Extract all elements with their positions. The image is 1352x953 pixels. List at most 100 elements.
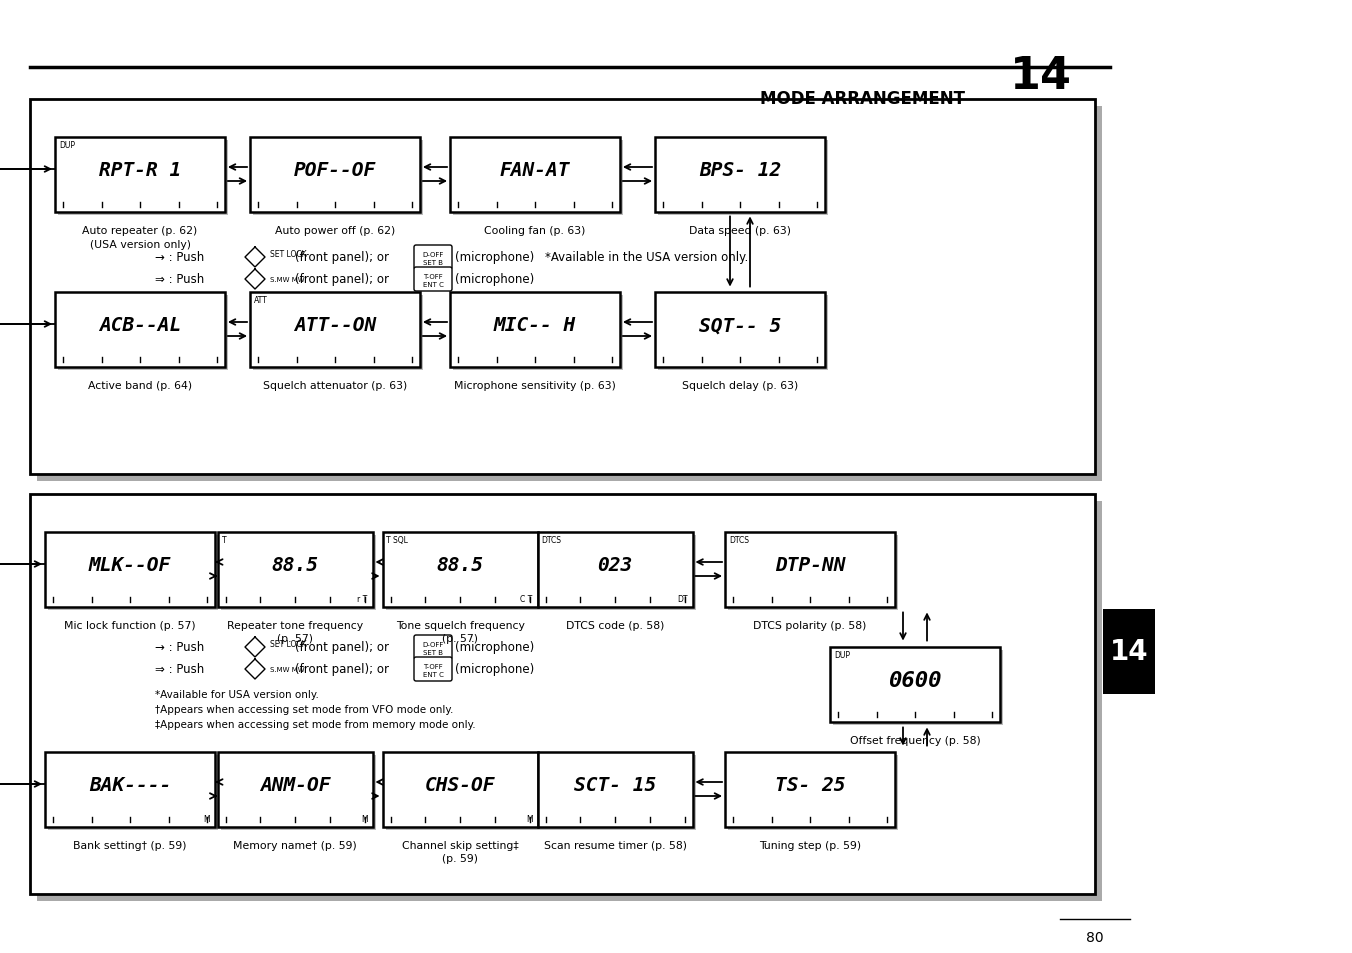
FancyBboxPatch shape xyxy=(654,293,825,367)
FancyBboxPatch shape xyxy=(725,752,895,826)
Text: Squelch delay (p. 63): Squelch delay (p. 63) xyxy=(681,381,798,391)
Text: → : Push: → : Push xyxy=(155,252,204,264)
Text: Microphone sensitivity (p. 63): Microphone sensitivity (p. 63) xyxy=(454,381,617,391)
Text: D-OFF: D-OFF xyxy=(422,641,443,647)
Text: (p. 57): (p. 57) xyxy=(442,634,479,644)
FancyBboxPatch shape xyxy=(220,535,376,610)
Text: Auto repeater (p. 62): Auto repeater (p. 62) xyxy=(82,226,197,236)
Text: SET LOCK: SET LOCK xyxy=(270,250,307,258)
FancyBboxPatch shape xyxy=(58,295,228,370)
FancyBboxPatch shape xyxy=(1103,609,1155,695)
Text: T SQL: T SQL xyxy=(387,536,408,545)
FancyBboxPatch shape xyxy=(253,295,423,370)
Text: (front panel); or: (front panel); or xyxy=(295,662,389,676)
Text: SET B: SET B xyxy=(423,260,443,266)
FancyBboxPatch shape xyxy=(725,532,895,607)
FancyBboxPatch shape xyxy=(30,100,1095,475)
FancyBboxPatch shape xyxy=(55,293,224,367)
Text: 14: 14 xyxy=(1110,638,1148,666)
FancyBboxPatch shape xyxy=(45,752,215,826)
FancyBboxPatch shape xyxy=(727,535,898,610)
FancyBboxPatch shape xyxy=(30,495,1095,894)
FancyBboxPatch shape xyxy=(58,140,228,215)
Text: C T: C T xyxy=(521,595,533,604)
Text: Auto power off (p. 62): Auto power off (p. 62) xyxy=(274,226,395,236)
Text: Tone squelch frequency: Tone squelch frequency xyxy=(396,620,525,631)
FancyBboxPatch shape xyxy=(414,246,452,270)
Text: Bank setting† (p. 59): Bank setting† (p. 59) xyxy=(73,841,187,851)
Text: r T: r T xyxy=(357,595,368,604)
Text: ⇒ : Push: ⇒ : Push xyxy=(155,662,204,676)
Text: 023: 023 xyxy=(598,556,633,575)
Text: ENT C: ENT C xyxy=(423,671,443,678)
FancyBboxPatch shape xyxy=(833,650,1003,724)
Text: M: M xyxy=(361,815,368,823)
FancyBboxPatch shape xyxy=(218,752,373,826)
Text: TS- 25: TS- 25 xyxy=(775,776,845,795)
Text: D-OFF: D-OFF xyxy=(422,252,443,257)
Text: Memory name† (p. 59): Memory name† (p. 59) xyxy=(233,841,357,851)
Text: DTCS: DTCS xyxy=(729,536,749,545)
Text: T-OFF: T-OFF xyxy=(423,663,443,669)
FancyBboxPatch shape xyxy=(220,755,376,830)
FancyBboxPatch shape xyxy=(250,293,420,367)
Text: DTCS code (p. 58): DTCS code (p. 58) xyxy=(566,620,664,631)
FancyBboxPatch shape xyxy=(414,268,452,292)
Text: 0600: 0600 xyxy=(888,670,942,690)
Text: ⇒ : Push: ⇒ : Push xyxy=(155,274,204,286)
Text: (USA version only): (USA version only) xyxy=(89,239,191,250)
Text: (microphone): (microphone) xyxy=(456,662,534,676)
Text: DTP-NN: DTP-NN xyxy=(775,556,845,575)
FancyBboxPatch shape xyxy=(450,137,621,213)
Text: (p. 59): (p. 59) xyxy=(442,854,479,863)
Text: (microphone): (microphone) xyxy=(456,274,534,286)
Text: SET B: SET B xyxy=(423,649,443,656)
Text: †Appears when accessing set mode from VFO mode only.: †Appears when accessing set mode from VF… xyxy=(155,704,453,714)
FancyBboxPatch shape xyxy=(654,137,825,213)
Text: M: M xyxy=(203,815,210,823)
Text: T-OFF: T-OFF xyxy=(423,274,443,280)
Text: MIC-- H: MIC-- H xyxy=(493,316,576,335)
FancyBboxPatch shape xyxy=(453,140,623,215)
FancyBboxPatch shape xyxy=(383,752,538,826)
Text: Active band (p. 64): Active band (p. 64) xyxy=(88,381,192,391)
Text: Scan resume timer (p. 58): Scan resume timer (p. 58) xyxy=(544,841,687,851)
FancyBboxPatch shape xyxy=(37,501,1102,901)
Text: S.MW MW: S.MW MW xyxy=(270,666,304,672)
FancyBboxPatch shape xyxy=(55,137,224,213)
Text: RPT-R 1: RPT-R 1 xyxy=(99,161,181,180)
Text: → : Push: → : Push xyxy=(155,640,204,654)
Text: Data speed (p. 63): Data speed (p. 63) xyxy=(690,226,791,236)
Text: ENT C: ENT C xyxy=(423,282,443,288)
Text: (p. 57): (p. 57) xyxy=(277,634,314,644)
FancyBboxPatch shape xyxy=(658,295,827,370)
FancyBboxPatch shape xyxy=(538,752,692,826)
FancyBboxPatch shape xyxy=(250,137,420,213)
FancyBboxPatch shape xyxy=(450,293,621,367)
Text: SCT- 15: SCT- 15 xyxy=(573,776,656,795)
Text: 88.5: 88.5 xyxy=(272,556,319,575)
Text: SQT-- 5: SQT-- 5 xyxy=(699,316,781,335)
Text: (microphone): (microphone) xyxy=(456,640,534,654)
Text: BAK----: BAK---- xyxy=(89,776,172,795)
Text: Cooling fan (p. 63): Cooling fan (p. 63) xyxy=(484,226,585,236)
Text: ATT: ATT xyxy=(254,296,268,305)
Text: POF--OF: POF--OF xyxy=(293,161,376,180)
Text: M: M xyxy=(526,815,533,823)
FancyBboxPatch shape xyxy=(541,755,695,830)
Text: CHS-OF: CHS-OF xyxy=(425,776,495,795)
FancyBboxPatch shape xyxy=(538,532,692,607)
Text: (front panel); or: (front panel); or xyxy=(295,640,389,654)
FancyBboxPatch shape xyxy=(453,295,623,370)
FancyBboxPatch shape xyxy=(727,755,898,830)
Text: DUP: DUP xyxy=(834,651,850,659)
FancyBboxPatch shape xyxy=(414,658,452,681)
Text: ATT--ON: ATT--ON xyxy=(293,316,376,335)
FancyBboxPatch shape xyxy=(49,755,218,830)
FancyBboxPatch shape xyxy=(658,140,827,215)
Text: DUP: DUP xyxy=(59,141,74,151)
Text: (microphone): (microphone) xyxy=(456,252,534,264)
Text: FAN-AT: FAN-AT xyxy=(500,161,571,180)
Text: (front panel); or: (front panel); or xyxy=(295,274,389,286)
FancyBboxPatch shape xyxy=(37,107,1102,481)
